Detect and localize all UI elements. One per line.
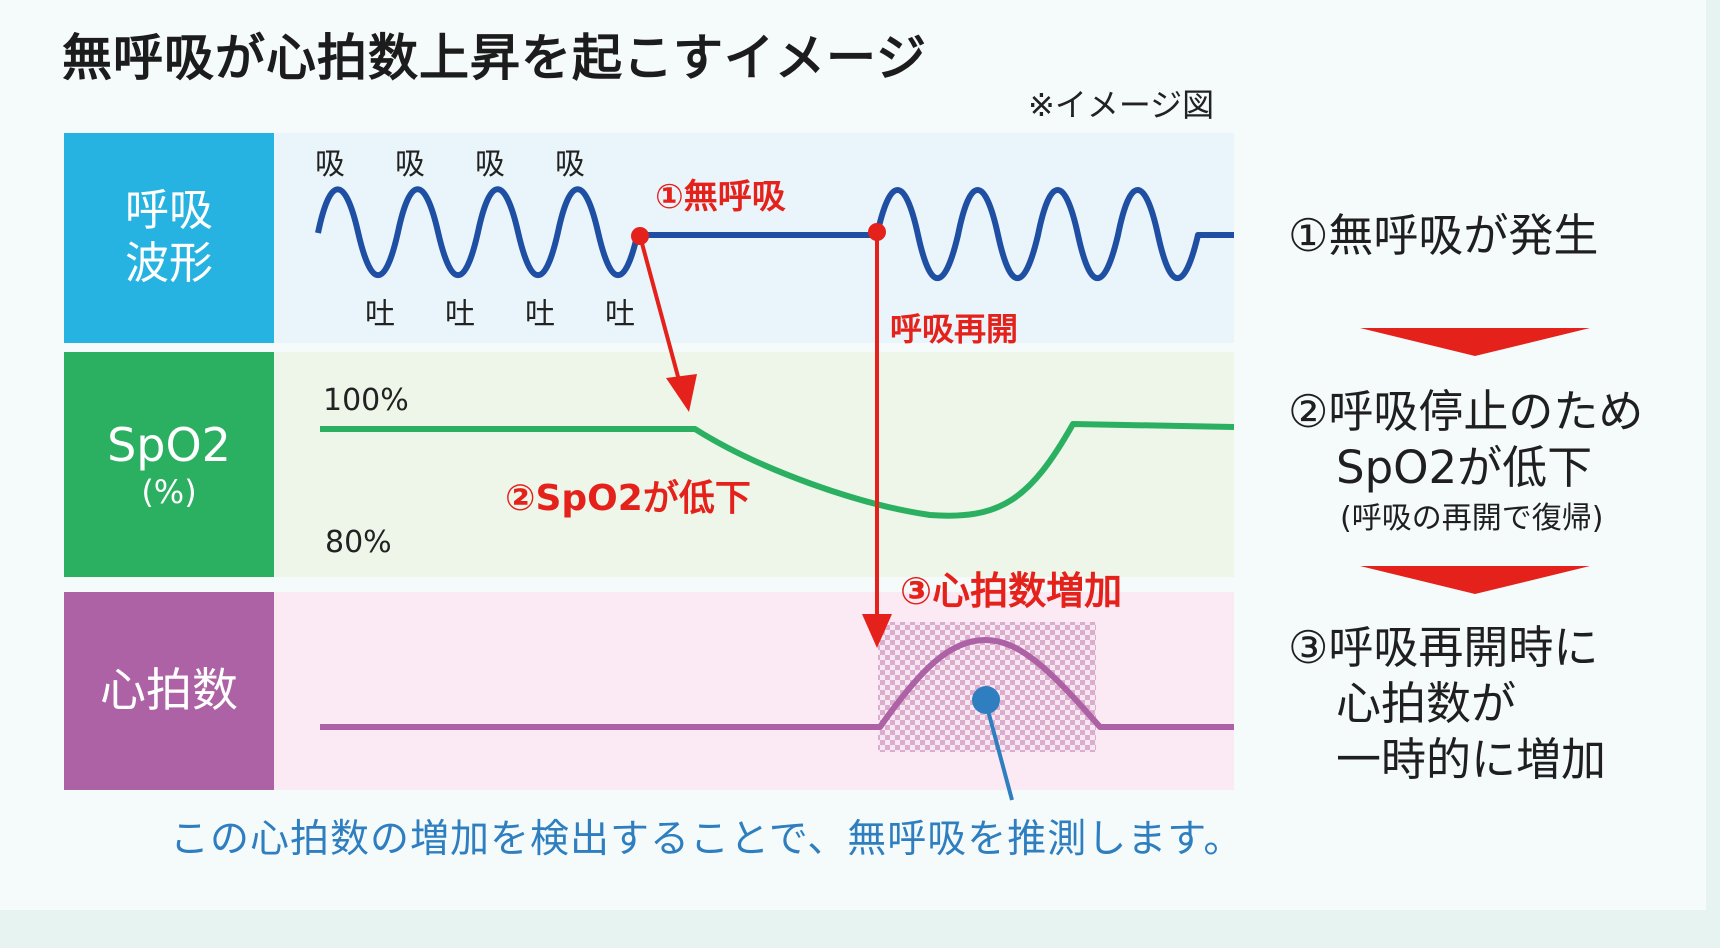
step-2-line1: ②呼吸停止のため [1288, 385, 1644, 438]
step-3-line2: 心拍数が [1336, 677, 1517, 730]
heart-rate-label: 心拍数 [64, 592, 274, 790]
exhale-label: 吐 [445, 297, 475, 332]
spo2-line [320, 421, 1235, 519]
page-title: 無呼吸が心拍数上昇を起こすイメージ [62, 29, 927, 87]
step-1-text: ①無呼吸が発生 [1288, 209, 1599, 262]
spo2-drop-label: ②SpO2が低下 [505, 478, 751, 519]
resume-to-hr-arrowhead [862, 614, 892, 648]
inhale-label: 吸 [315, 147, 345, 182]
inhale-label: 吸 [555, 147, 585, 182]
step-2: ②呼吸停止のため SpO2が低下 (呼吸の再開で復帰) [1288, 384, 1643, 542]
breath-label-line1: 呼吸 [125, 185, 213, 237]
spo2-panel [274, 352, 1234, 577]
spo2-axis-bottom: 80% [325, 525, 392, 560]
detection-callout-line [984, 702, 1014, 801]
inhale-label: 吸 [395, 147, 425, 182]
breath-waveform-label: 呼吸 波形 [64, 133, 274, 343]
apnea-to-spo2-arrowhead [666, 374, 697, 412]
breath-label-line2: 波形 [125, 238, 213, 289]
spo2-unit: (%) [141, 472, 197, 511]
step-2-line2: SpO2が低下 [1336, 441, 1593, 494]
image-note: ※イメージ図 [1028, 86, 1215, 124]
apnea-to-spo2-arrow [638, 235, 682, 385]
heart-rate-line [320, 637, 1234, 730]
flow-down-arrow-icon [1360, 566, 1590, 594]
flow-down-arrow-icon [1360, 328, 1590, 356]
heart-rate-increase-label: ③心拍数増加 [900, 569, 1122, 613]
diagram-card: 無呼吸が心拍数上昇を起こすイメージ ※イメージ図 呼吸 波形 SpO2 (%) … [0, 0, 1706, 910]
step-2-sub: (呼吸の再開で復帰) [1340, 501, 1604, 536]
step-3: ③呼吸再開時に 心拍数が 一時的に増加 [1288, 620, 1606, 788]
step-3-line3: 一時的に増加 [1336, 733, 1607, 786]
inhale-label: 吸 [475, 147, 505, 182]
breath-resume-label: 呼吸再開 [890, 310, 1018, 348]
spo2-axis-top: 100% [323, 383, 409, 418]
exhale-label: 吐 [525, 297, 555, 332]
spo2-label: SpO2 (%) [64, 352, 274, 577]
heart-rate-label-text: 心拍数 [100, 663, 238, 718]
exhale-label: 吐 [365, 297, 395, 332]
step-3-line1: ③呼吸再開時に [1288, 621, 1599, 674]
spo2-label-text: SpO2 [107, 417, 231, 472]
exhale-label: 吐 [605, 297, 635, 332]
apnea-event-label: ①無呼吸 [655, 177, 786, 217]
step-1: ①無呼吸が発生 [1288, 208, 1598, 264]
detection-callout-dot [972, 686, 1000, 714]
breath-wave-line [315, 186, 1234, 282]
detection-caption: この心拍数の増加を検出することで、無呼吸を推測します。 [170, 817, 1244, 862]
